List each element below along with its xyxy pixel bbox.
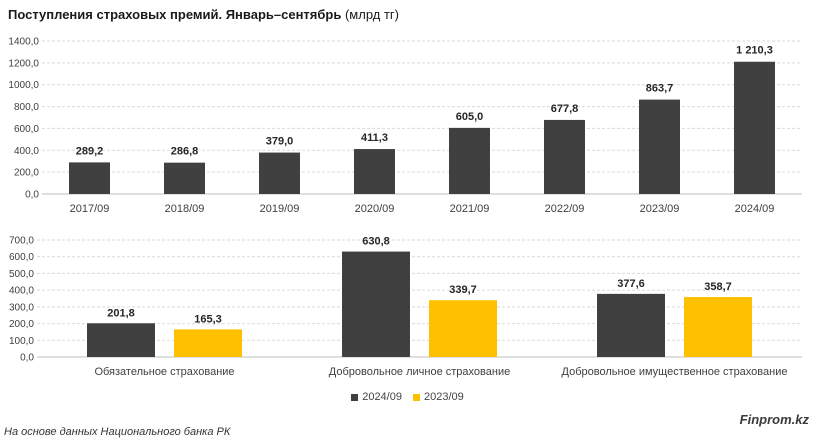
data-label: 1 210,3 [736,45,773,57]
y-tick-label: 1200,0 [8,58,39,69]
y-tick-label: 500,0 [9,269,34,280]
category-label: Добровольное имущественное страхование [562,366,788,378]
x-tick-label: 2021/09 [450,203,490,215]
legend: 2024/09 2023/09 [0,391,815,404]
y-tick-label: 0,0 [25,190,39,201]
y-tick-label: 600,0 [9,252,34,263]
data-label: 605,0 [456,111,484,123]
bar-2023-09-1[interactable] [429,300,497,357]
y-tick-label: 100,0 [9,336,34,347]
source-note: На основе данных Национального банка РК [4,426,231,438]
bar-2017-09[interactable] [69,162,110,194]
category-label: Обязательное страхование [94,366,234,378]
bar-2024-09[interactable] [734,61,775,194]
legend-item-2023[interactable]: 2023/09 [413,391,464,403]
x-tick-label: 2022/09 [545,203,585,215]
y-tick-label: 300,0 [9,302,34,313]
bar-2024-09-0[interactable] [87,323,155,357]
data-label: 289,2 [76,145,104,157]
annual-premiums-chart: 0,0 200,0 400,0 600,0 800,0 1000,0 1200,0 1400,… [8,37,802,215]
data-label: 630,8 [362,236,390,248]
data-label: 286,8 [171,146,199,158]
legend-swatch-2024 [351,393,359,401]
chart-title-unit: (млрд тг) [344,7,399,22]
y-tick-label: 200,0 [9,319,34,330]
data-label: 358,7 [704,281,732,293]
data-label: 165,3 [194,313,222,325]
legend-label-2024: 2024/09 [362,391,402,403]
chart-title: Поступления страховых премий. Январь–сен… [8,7,399,22]
data-label: 339,7 [449,284,477,296]
x-tick-label: 2023/09 [640,203,680,215]
data-label: 201,8 [107,307,135,319]
bar-2019-09[interactable] [259,152,300,194]
bar-2023-09-2[interactable] [684,297,752,357]
bar-2021-09[interactable] [449,127,490,194]
data-label: 379,0 [266,136,294,148]
bar-2024-09-2[interactable] [597,293,665,357]
brand-logo: Finprom.kz [739,412,809,427]
premiums-by-type-chart: 0,0 100,0 200,0 300,0 400,0 500,0 600,0 700,0 20… [9,236,802,378]
data-label: 411,3 [361,132,388,144]
data-label: 863,7 [646,83,674,95]
y-tick-label: 1000,0 [8,80,39,91]
y-tick-label: 600,0 [14,124,39,135]
chart-title-main: Поступления страховых премий. Январь–сен… [8,7,342,22]
legend-swatch-2023 [413,393,421,401]
y-tick-label: 400,0 [14,146,39,157]
x-tick-label: 2018/09 [165,203,205,215]
bar-2023-09-0[interactable] [174,329,242,357]
y-tick-label: 800,0 [14,102,39,113]
x-tick-label: 2017/09 [70,203,110,215]
bar-2018-09[interactable] [164,162,205,194]
x-tick-label: 2020/09 [355,203,395,215]
bar-2022-09[interactable] [544,119,585,194]
y-tick-label: 700,0 [9,236,34,247]
y-tick-label: 1400,0 [8,37,39,48]
legend-item-2024[interactable]: 2024/09 [351,391,402,403]
y-tick-label: 0,0 [20,353,34,364]
category-label: Добровольное личное страхование [329,366,510,378]
x-tick-label: 2024/09 [735,203,775,215]
data-label: 377,6 [617,278,645,290]
y-tick-label: 400,0 [9,286,34,297]
data-label: 677,8 [551,103,579,115]
y-tick-label: 200,0 [14,168,39,179]
bar-2023-09[interactable] [639,99,680,194]
bar-2020-09[interactable] [354,149,395,194]
x-tick-label: 2019/09 [260,203,300,215]
bar-2024-09-1[interactable] [342,251,410,357]
legend-label-2023: 2023/09 [424,391,464,403]
